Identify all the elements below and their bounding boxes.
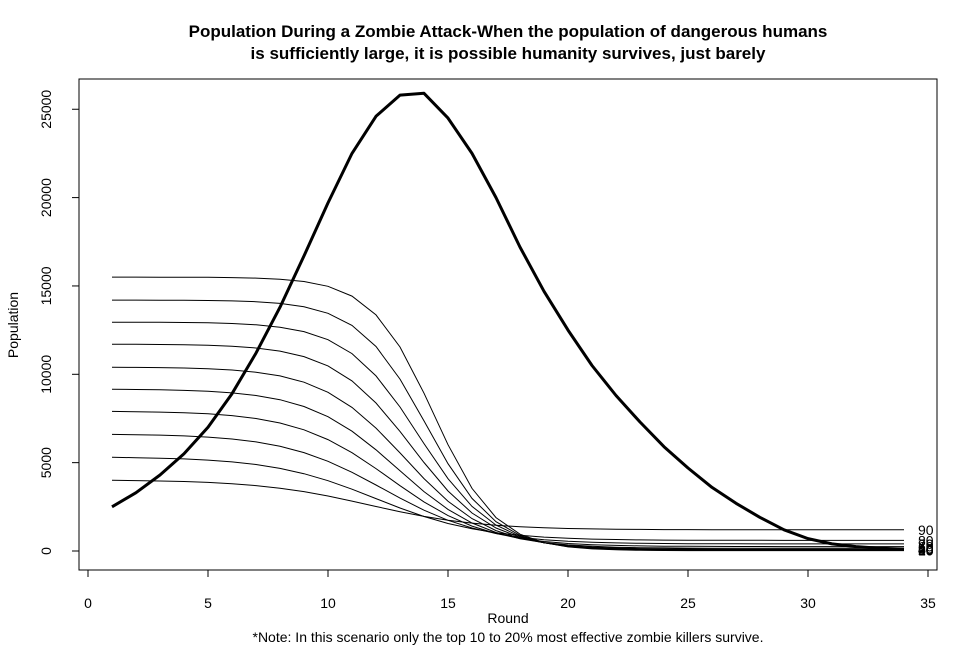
- y-axis-label: Population: [5, 292, 21, 358]
- series-end-label: 70: [918, 536, 934, 552]
- human-population-line: [111, 433, 904, 545]
- y-tick-label: 20000: [38, 178, 54, 217]
- chart-title-line-2: is sufficiently large, it is possible hu…: [251, 44, 766, 63]
- human-population-line: [112, 276, 904, 552]
- plot-frame: [78, 78, 938, 571]
- x-tick-label: 35: [920, 595, 936, 611]
- x-tick-label: 25: [680, 595, 696, 611]
- x-tick-label: 10: [320, 595, 336, 611]
- human-population-line: [111, 456, 904, 541]
- y-tick-label: 10000: [38, 355, 54, 394]
- x-tick-label: 5: [204, 595, 212, 611]
- series-end-label: 40: [918, 541, 934, 557]
- y-tick-label: 25000: [38, 90, 54, 129]
- human-population-lines: [111, 276, 904, 552]
- x-tick-label: 15: [440, 595, 456, 611]
- human-population-line: [112, 343, 904, 551]
- series-end-label: 60: [918, 539, 934, 555]
- y-tick-label: 0: [38, 547, 54, 555]
- series-end-label: 80: [918, 532, 934, 548]
- x-tick-label: 30: [800, 595, 816, 611]
- x-axis: 0 5 10 15 20 25 30 35: [84, 569, 936, 611]
- series-end-label: 90: [918, 522, 934, 538]
- series-end-label: 20: [918, 542, 934, 558]
- chart-title-line-1: Population During a Zombie Attack-When t…: [189, 22, 828, 41]
- y-tick-label: 15000: [38, 266, 54, 305]
- series-end-label: 50: [918, 540, 934, 556]
- series-end-label: 00: [918, 543, 934, 559]
- human-population-line: [112, 321, 904, 551]
- series-end-label: 30: [918, 542, 934, 558]
- x-axis-label: Round: [487, 610, 528, 626]
- human-population-line: [111, 388, 904, 549]
- y-tick-label: 5000: [38, 447, 54, 478]
- human-population-line: [112, 299, 904, 551]
- x-tick-label: 0: [84, 595, 92, 611]
- zombie-population-line: [111, 91, 905, 551]
- y-axis: 0 5000 10000 15000 20000 25000: [38, 90, 80, 555]
- human-population-line: [111, 479, 904, 531]
- chart-note: *Note: In this scenario only the top 10 …: [253, 629, 764, 645]
- series-end-label: 10: [918, 542, 934, 558]
- x-tick-label: 20: [560, 595, 576, 611]
